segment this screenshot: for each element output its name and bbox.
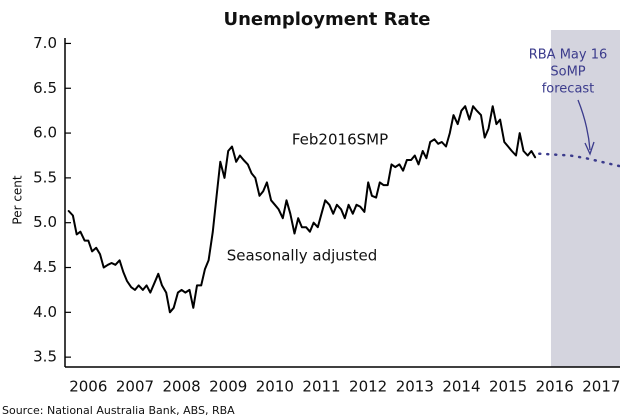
x-tick-label: 2008 — [163, 378, 201, 396]
x-tick-label: 2016 — [536, 378, 574, 396]
y-tick-label: 5.0 — [33, 213, 57, 231]
source-note: Source: National Australia Bank, ABS, RB… — [2, 404, 235, 417]
y-tick-label: 3.5 — [33, 348, 57, 366]
annotation: forecast — [542, 82, 595, 97]
x-tick-label: 2012 — [349, 378, 387, 396]
annotation: Seasonally adjusted — [227, 247, 377, 265]
y-tick-label: 6.0 — [33, 124, 57, 142]
data-line — [67, 105, 537, 314]
x-tick-label: 2006 — [69, 378, 107, 396]
annotation: RBA May 16 — [529, 48, 608, 63]
annotation: Feb2016SMP — [292, 131, 388, 149]
x-tick-label: 2009 — [209, 378, 247, 396]
y-tick-label: 6.5 — [33, 79, 57, 97]
x-tick-label: 2007 — [116, 378, 154, 396]
forecast-shade — [550, 30, 620, 367]
annotation-arrow — [577, 99, 591, 151]
annotation: SoMP — [550, 65, 585, 80]
x-tick-label: 2013 — [396, 378, 434, 396]
x-tick-label: 2014 — [442, 378, 480, 396]
x-tick-label: 2010 — [256, 378, 294, 396]
x-tick-label: 2017 — [582, 378, 620, 396]
x-tick-label: 2011 — [302, 378, 340, 396]
chart-title: Unemployment Rate — [223, 9, 430, 30]
forecast-line — [538, 152, 620, 168]
annotation-arrowhead — [584, 141, 595, 156]
y-tick-label: 7.0 — [33, 34, 57, 52]
x-tick-label: 2015 — [489, 378, 527, 396]
y-tick-label: 4.0 — [33, 303, 57, 321]
y-tick-label: 4.5 — [33, 258, 57, 276]
y-tick-label: 5.5 — [33, 168, 57, 186]
y-axis-label: Per cent — [11, 175, 25, 225]
